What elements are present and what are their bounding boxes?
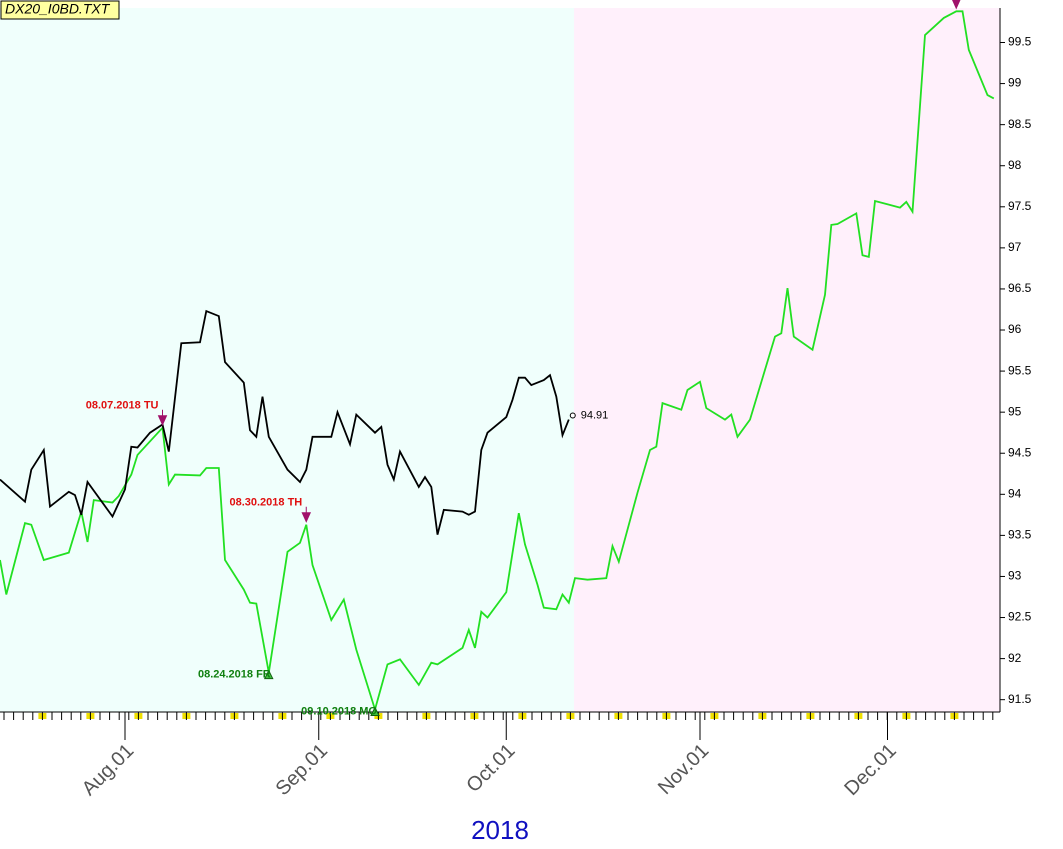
annotation-arrow xyxy=(301,506,312,523)
y-tick-label: 94.5 xyxy=(1008,445,1032,459)
y-tick-label: 96.5 xyxy=(1008,281,1032,295)
chart-title: DX20_I0BD.TXT xyxy=(5,1,111,17)
end-label: 94.91 xyxy=(581,409,609,421)
x-tick-label: Aug.01 xyxy=(78,740,138,800)
background-region xyxy=(0,8,574,712)
x-tick-label: Oct.01 xyxy=(462,740,519,797)
y-tick-label: 97.5 xyxy=(1008,199,1032,213)
y-tick-label: 95 xyxy=(1008,404,1022,418)
y-tick-label: 92 xyxy=(1008,651,1022,665)
annotation-label: 08.30.2018 TH xyxy=(229,497,302,509)
annotation-arrow xyxy=(263,669,274,680)
y-tick-label: 94 xyxy=(1008,486,1022,500)
y-tick-label: 96 xyxy=(1008,322,1022,336)
y-tick-label: 91.5 xyxy=(1008,692,1032,706)
title-box xyxy=(0,0,120,20)
x-tick-label: Dec.01 xyxy=(840,740,900,800)
annotation-arrow xyxy=(952,0,961,10)
y-tick-label: 99.5 xyxy=(1008,35,1032,49)
y-tick-label: 93 xyxy=(1008,569,1022,583)
y-tick-label: 97 xyxy=(1008,240,1022,254)
day-strip xyxy=(3,712,994,720)
y-tick-label: 95.5 xyxy=(1008,363,1032,377)
x-axis-label: 2018 xyxy=(471,815,529,845)
y-tick-label: 93.5 xyxy=(1008,528,1032,542)
y-tick-label: 98.5 xyxy=(1008,117,1032,131)
x-tick-label: Nov.01 xyxy=(654,740,713,799)
y-tick-label: 92.5 xyxy=(1008,610,1032,624)
y-tick-label: 99 xyxy=(1008,76,1022,90)
series-line xyxy=(0,10,995,713)
annotation-arrow xyxy=(370,706,380,717)
end-marker xyxy=(569,412,576,419)
annotation-label: 08.24.2018 FR xyxy=(198,668,271,680)
x-tick-label: Sep.01 xyxy=(272,740,332,800)
annotation-label: 08.07.2018 TU xyxy=(86,400,159,412)
series-line xyxy=(0,309,570,535)
annotation-label: 09.10.2018 MO xyxy=(301,705,377,717)
y-tick-label: 98 xyxy=(1008,158,1022,172)
annotation-arrow xyxy=(157,409,168,427)
background-region xyxy=(574,8,1000,712)
